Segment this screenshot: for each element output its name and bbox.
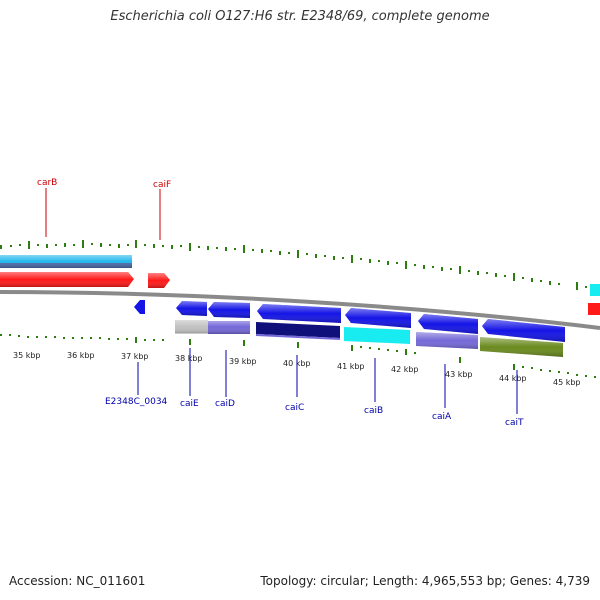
- genome-backbone: [0, 290, 600, 330]
- gene-label-caiA[interactable]: caiA: [432, 412, 452, 422]
- gene-label-caiE[interactable]: caiE: [180, 399, 199, 409]
- red-gene-caiF[interactable]: [148, 273, 170, 288]
- upper-left-genes: [0, 255, 132, 268]
- gene-label-caiD[interactable]: caiD: [215, 399, 235, 409]
- accession-text: Accession: NC_011601: [9, 574, 146, 588]
- genome-title: Escherichia coli O127:H6 str. E2348/69, …: [110, 9, 490, 24]
- kbp-label: 38 kbp: [175, 354, 203, 363]
- gene-label-caiT[interactable]: caiT: [505, 418, 524, 428]
- kbp-label: 45 kbp: [553, 378, 581, 387]
- gene-caiC[interactable]: [257, 304, 341, 323]
- kbp-label: 35 kbp: [13, 351, 41, 360]
- right-edge-genes: [588, 284, 600, 315]
- red-gene-carB[interactable]: [0, 272, 134, 287]
- kbp-scale: 35 kbp 36 kbp 37 kbp 38 kbp 39 kbp 40 kb…: [13, 351, 581, 387]
- gene-caiA[interactable]: [418, 314, 478, 334]
- top-gene-labels: carB caiF: [37, 178, 171, 240]
- kbp-label: 42 kbp: [391, 365, 419, 374]
- lower-tick-track: [0, 334, 596, 378]
- gene-E2348C_0034[interactable]: [134, 300, 145, 314]
- kbp-label: 43 kbp: [445, 370, 473, 379]
- lower-annotation-track: [175, 320, 563, 357]
- lower-strand-genes: [134, 300, 565, 342]
- gene-caiD[interactable]: [208, 302, 250, 318]
- kbp-label: 41 kbp: [337, 362, 365, 371]
- gene-label-caiC[interactable]: caiC: [285, 403, 304, 413]
- gene-label-E2348C_0034[interactable]: E2348C_0034: [105, 397, 168, 407]
- kbp-label: 39 kbp: [229, 357, 257, 366]
- genome-summary-text: Topology: circular; Length: 4,965,553 bp…: [260, 574, 590, 588]
- gene-caiB[interactable]: [345, 308, 411, 328]
- kbp-label: 44 kbp: [499, 374, 527, 383]
- kbp-label: 37 kbp: [121, 352, 149, 361]
- gene-label-caiB[interactable]: caiB: [364, 406, 383, 416]
- gene-caiT[interactable]: [482, 319, 565, 342]
- upper-tick-track: [0, 240, 596, 290]
- gene-label-carB[interactable]: carB: [37, 178, 57, 188]
- kbp-label: 36 kbp: [67, 351, 95, 360]
- bottom-gene-labels: E2348C_0034 caiE caiD caiC caiB caiA cai…: [105, 348, 524, 428]
- gene-label-caiF[interactable]: caiF: [153, 180, 171, 190]
- gene-caiE[interactable]: [176, 301, 207, 316]
